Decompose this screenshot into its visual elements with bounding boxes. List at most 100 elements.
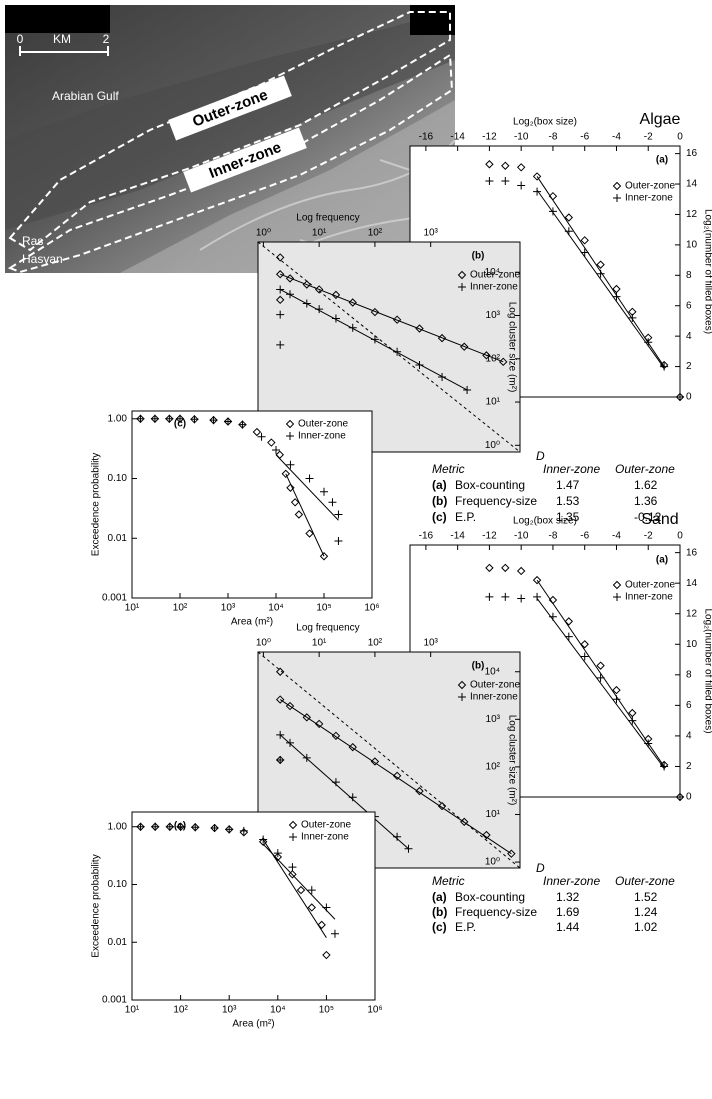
legend-marker xyxy=(286,432,294,440)
data-point xyxy=(288,863,297,872)
data-point xyxy=(485,592,494,601)
y-tick-label: 6 xyxy=(686,700,692,711)
data-point xyxy=(370,335,379,344)
x-axis-label: Log₂(box size) xyxy=(513,516,577,527)
x-tick-label: 0 xyxy=(677,132,683,143)
x-tick-label: -12 xyxy=(482,132,497,143)
x-axis-label: Log frequency xyxy=(296,623,359,634)
panel-label: (c) xyxy=(174,419,186,430)
legend-label: Outer-zone xyxy=(470,680,520,691)
row-label: (a) xyxy=(432,890,447,904)
zone-label-box xyxy=(183,127,307,193)
data-point xyxy=(501,592,510,601)
data-point xyxy=(224,417,232,426)
x-tick-label: 10² xyxy=(173,1005,188,1016)
data-point xyxy=(612,695,621,704)
y-tick-label: 6 xyxy=(686,300,692,311)
y-tick-label: 10³ xyxy=(486,714,501,725)
data-point xyxy=(392,315,402,324)
legend-label: Outer-zone xyxy=(470,270,520,281)
data-point xyxy=(564,227,573,236)
x-tick-label: 10¹ xyxy=(312,228,327,239)
y-tick-label: 16 xyxy=(686,148,698,159)
data-point xyxy=(210,824,219,833)
data-point xyxy=(176,822,185,831)
fit-line xyxy=(280,273,504,363)
fit-line xyxy=(275,454,339,521)
y-tick-label: 4 xyxy=(686,731,692,742)
row-name: Box-counting xyxy=(455,478,525,492)
y-tick-label: 10² xyxy=(486,353,501,364)
data-point xyxy=(415,360,424,369)
legend-marker xyxy=(612,181,622,191)
legend-marker xyxy=(613,593,621,601)
data-point xyxy=(315,305,324,314)
data-point xyxy=(276,755,285,764)
row-label: (c) xyxy=(432,510,447,524)
legend-marker xyxy=(458,693,466,701)
x-tick-label: 10² xyxy=(368,638,383,649)
row-label: (b) xyxy=(432,905,447,919)
x-tick-label: -12 xyxy=(482,531,497,542)
row-label: (a) xyxy=(432,478,447,492)
place-label: Ras xyxy=(22,234,43,248)
data-point xyxy=(302,713,311,722)
data-point xyxy=(322,950,331,960)
x-tick-label: 10⁴ xyxy=(268,603,283,614)
cell: 1.24 xyxy=(634,905,658,919)
x-tick-label: -6 xyxy=(580,132,589,143)
x-tick-label: 10⁰ xyxy=(256,228,271,239)
legend-label: Inner-zone xyxy=(470,692,518,703)
panel-label: (a) xyxy=(656,555,668,566)
data-point xyxy=(273,849,282,858)
x-tick-label: 10³ xyxy=(221,603,236,614)
y-tick-label: 0.01 xyxy=(108,937,128,948)
data-point xyxy=(507,849,516,858)
data-point xyxy=(532,575,542,585)
fit-line xyxy=(279,699,512,855)
x-tick-label: -4 xyxy=(612,531,621,542)
fit-line xyxy=(536,189,665,369)
data-point xyxy=(482,830,491,840)
data-point xyxy=(460,817,469,827)
data-point xyxy=(331,290,341,300)
legend-marker xyxy=(457,680,467,690)
data-point xyxy=(286,738,295,747)
data-point xyxy=(190,415,199,424)
legend-label: Outer-zone xyxy=(625,580,675,591)
data-point xyxy=(348,793,357,802)
data-point xyxy=(258,837,268,846)
row-name: Box-counting xyxy=(455,890,525,904)
cell: 1.47 xyxy=(556,478,580,492)
y-tick-label: 10¹ xyxy=(486,809,501,820)
data-point xyxy=(272,446,280,455)
panel-title: Sand xyxy=(641,511,678,528)
data-point xyxy=(499,357,508,367)
y-tick-label: 0.001 xyxy=(102,593,127,604)
x-tick-label: -4 xyxy=(612,132,621,143)
data-point xyxy=(533,187,542,196)
data-point xyxy=(239,826,248,835)
metrics-table: D Metric Inner-zone Outer-zone (a) Box-c… xyxy=(432,449,675,934)
legend-marker xyxy=(612,580,622,590)
data-point xyxy=(275,253,285,262)
panel-title: Algae xyxy=(640,111,681,128)
y-tick-label: 8 xyxy=(686,270,692,281)
data-point xyxy=(393,347,402,356)
x-tick-label: 10² xyxy=(173,603,188,614)
data-point xyxy=(392,771,402,781)
data-point xyxy=(612,292,621,301)
x-tick-label: -10 xyxy=(514,132,529,143)
data-point xyxy=(370,757,380,766)
legend-label: Outer-zone xyxy=(298,419,348,430)
data-point xyxy=(596,260,605,269)
data-point xyxy=(305,529,314,538)
data-point xyxy=(548,207,557,216)
data-point xyxy=(331,778,340,787)
data-point xyxy=(320,487,328,496)
legend-label: Inner-zone xyxy=(298,431,346,442)
y-tick-label: 1.00 xyxy=(108,413,128,424)
data-point xyxy=(191,823,200,832)
data-point xyxy=(501,563,510,573)
y-tick-label: 2 xyxy=(686,361,692,372)
